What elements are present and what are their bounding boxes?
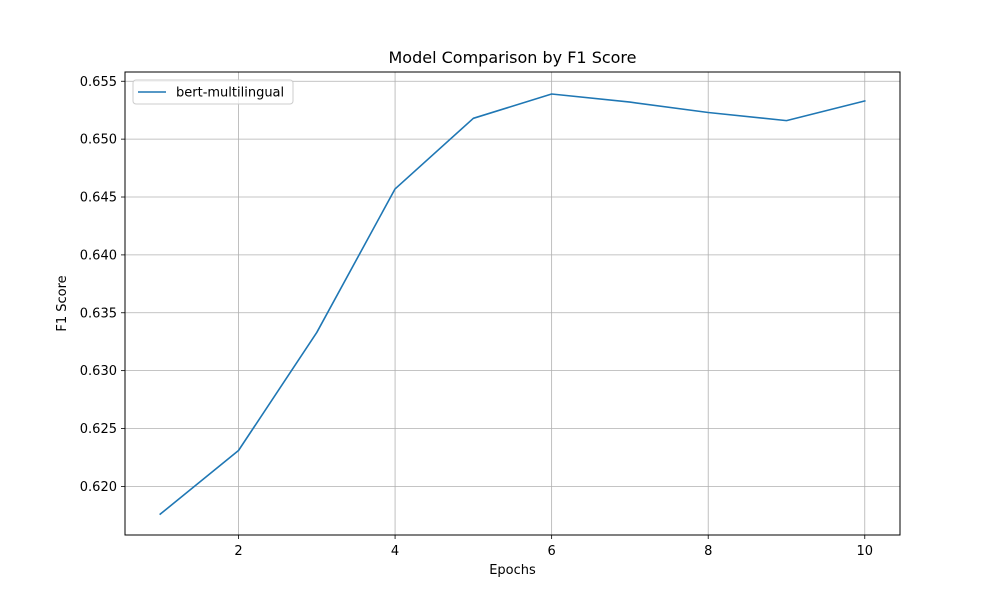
grid-lines	[125, 72, 900, 535]
x-tick-label: 2	[234, 544, 242, 559]
legend: bert-multilingual	[133, 80, 293, 104]
series-line-bert-multilingual	[160, 94, 865, 514]
x-tick-label: 10	[856, 544, 873, 559]
x-axis-label: Epochs	[489, 563, 536, 578]
x-tick-label: 8	[704, 544, 712, 559]
y-tick-label: 0.625	[80, 422, 117, 437]
y-tick-label: 0.620	[80, 480, 117, 495]
y-tick-label: 0.650	[80, 133, 117, 148]
series-lines	[160, 94, 865, 514]
x-tick-label: 4	[391, 544, 399, 559]
y-tick-label: 0.630	[80, 364, 117, 379]
y-axis-label: F1 Score	[55, 275, 70, 331]
legend-label: bert-multilingual	[176, 86, 284, 101]
x-tick-label: 6	[548, 544, 556, 559]
plot-area-frame	[125, 72, 900, 535]
chart-title: Model Comparison by F1 Score	[389, 48, 637, 67]
y-tick-label: 0.635	[80, 306, 117, 321]
y-tick-label: 0.640	[80, 248, 117, 263]
y-tick-label: 0.655	[80, 75, 117, 90]
y-tick-label: 0.645	[80, 191, 117, 206]
